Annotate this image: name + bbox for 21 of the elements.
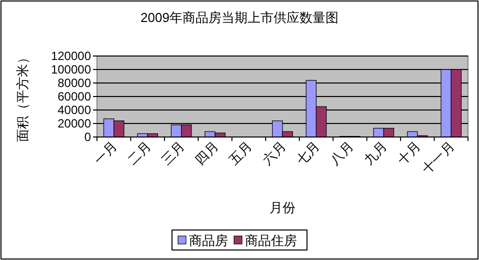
x-tick-label: 七月 xyxy=(293,138,322,168)
x-tick-label: 八月 xyxy=(327,138,356,168)
x-axis-title: 月份 xyxy=(270,200,296,215)
x-tick-label: 一月 xyxy=(90,138,120,168)
x-tick-label: 九月 xyxy=(360,138,390,168)
x-tick-label: 四月 xyxy=(192,138,222,168)
chart-title: 2009年商品房当期上市供应数量图 xyxy=(140,10,338,25)
y-tick-label: 60000 xyxy=(58,90,92,104)
x-tick-label: 六月 xyxy=(260,138,289,168)
y-tick-label: 0 xyxy=(84,130,92,144)
x-tick-label: 三月 xyxy=(158,138,188,168)
y-tick-label: 120000 xyxy=(50,49,92,63)
legend-label: 商品住房 xyxy=(245,233,297,248)
y-tick-label: 40000 xyxy=(58,103,92,117)
y-tick-label: 80000 xyxy=(58,76,92,90)
y-tick-label: 100000 xyxy=(50,62,92,76)
x-tick-label: 二月 xyxy=(124,138,154,168)
legend-label: 商品房 xyxy=(189,233,228,248)
y-tick-label: 20000 xyxy=(58,116,92,130)
y-axis-title: 面积（平方米） xyxy=(15,51,30,142)
x-tick-label: 五月 xyxy=(226,138,255,168)
